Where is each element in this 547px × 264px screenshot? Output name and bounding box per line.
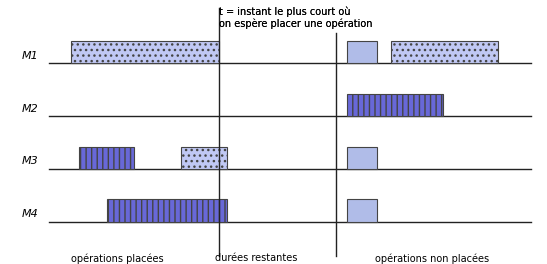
Text: M2: M2 [22,103,38,114]
Bar [347,199,377,222]
Bar [79,147,134,169]
Bar [347,147,377,169]
Text: opérations placées
partie oubliée: opérations placées partie oubliée [71,253,164,264]
Bar [391,41,498,63]
Bar [181,147,227,169]
Bar [107,199,227,222]
Bar [347,94,443,116]
Text: M4: M4 [22,209,38,219]
Text: M1: M1 [22,51,38,61]
Text: t = instant le plus court où
on espère placer une opération: t = instant le plus court où on espère p… [219,7,372,29]
Text: M3: M3 [22,156,38,166]
Text: durées restantes
des opérations en cours: durées restantes des opérations en cours [215,253,332,264]
Text: opérations non placées: opérations non placées [375,253,489,264]
Text: t = instant le plus court où
on espère placer une opération: t = instant le plus court où on espère p… [219,7,372,29]
Bar [71,41,219,63]
Bar [347,41,377,63]
